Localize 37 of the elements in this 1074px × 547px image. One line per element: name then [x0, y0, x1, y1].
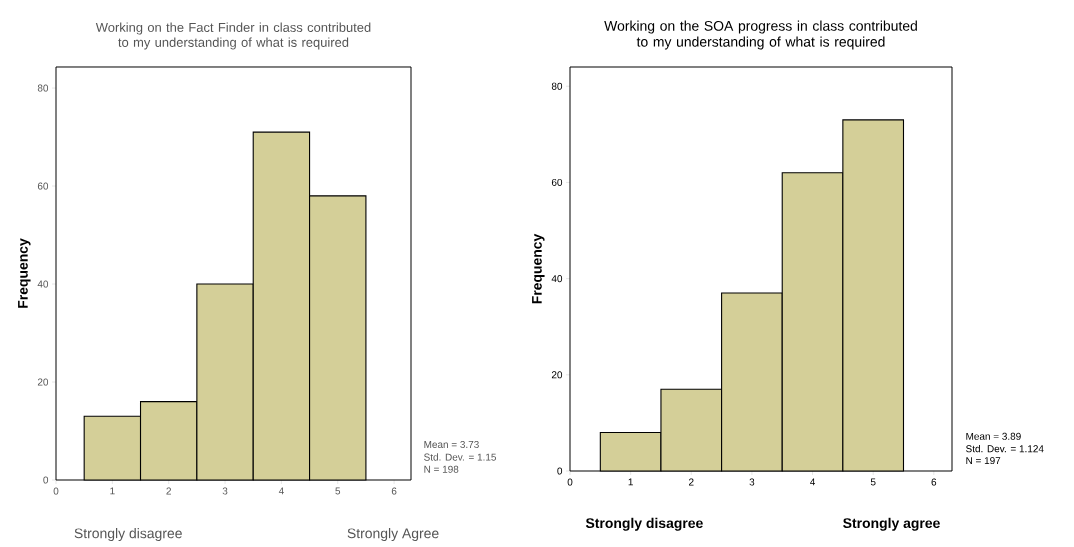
x-tick-label: 2: [166, 487, 171, 495]
chart-title: Working on the SOA progress in class contributed to my understanding of what is required: [604, 20, 917, 50]
text: Mean = 3.73: [424, 440, 479, 449]
text: Mean = 3.89: [966, 432, 1021, 440]
x-tick-label: 2: [689, 478, 694, 486]
y-tick-label: 80: [551, 82, 563, 90]
y-tick-label: 20: [37, 378, 49, 386]
text: Strongly disagree: [74, 528, 182, 542]
y-axis-title: Frequency: [532, 233, 545, 304]
y-tick-label: 40: [37, 280, 49, 288]
x-tick-label: 5: [335, 487, 341, 495]
y-tick-label: 60: [551, 178, 563, 186]
text: Std. Dev. = 1.124: [966, 444, 1044, 453]
y-tick-label: 20: [551, 371, 563, 379]
text: Strongly Agree: [347, 528, 439, 542]
chart-title: Working on the Fact Finder in class contributed to my understanding of what is required: [95, 22, 371, 50]
text: Strongly agree: [843, 517, 940, 531]
text: Std. Dev. = 1.15: [424, 453, 497, 461]
text: Strongly disagree: [585, 517, 703, 531]
x-tick-label: 4: [810, 478, 816, 486]
x-tick-label: 6: [931, 478, 937, 486]
y-tick-label: 80: [37, 84, 49, 92]
x-tick-label: 3: [749, 478, 755, 486]
y-tick-label: 0: [557, 467, 563, 475]
x-tick-label: 1: [110, 487, 115, 495]
text: N = 198: [424, 465, 459, 473]
x-tick-label: 0: [53, 487, 59, 495]
x-tick-label: 4: [278, 487, 284, 495]
x-tick-label: 5: [870, 478, 876, 486]
y-tick-label: 40: [551, 275, 563, 283]
y-axis-title: Frequency: [18, 238, 31, 308]
x-tick-label: 6: [391, 487, 397, 495]
y-tick-label: 60: [37, 182, 49, 190]
x-tick-label: 1: [628, 478, 633, 486]
x-tick-label: 0: [567, 478, 573, 486]
text: N = 197: [966, 457, 1001, 465]
x-tick-label: 3: [222, 487, 228, 495]
